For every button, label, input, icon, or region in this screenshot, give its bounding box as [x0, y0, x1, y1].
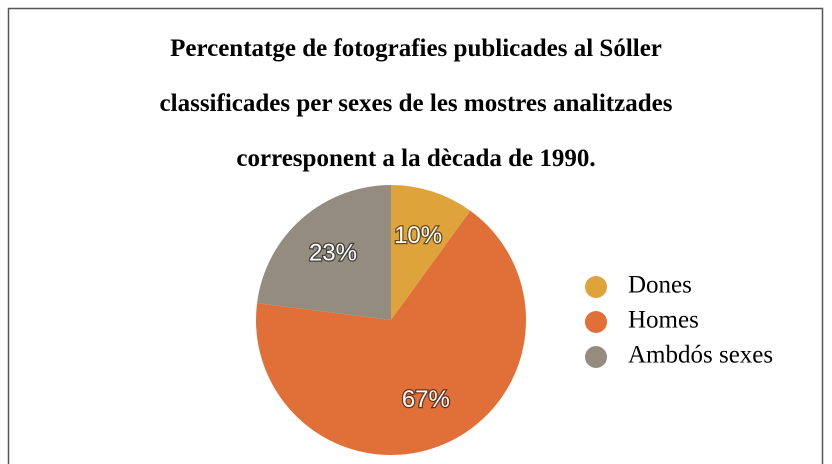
pie-slice: [256, 210, 526, 455]
chart-title: Percentatge de fotografies publicades al…: [170, 35, 662, 62]
legend-marker: [585, 276, 607, 298]
value-label: 23%: [309, 240, 357, 267]
frame: [7, 7, 824, 464]
legend-marker: [585, 346, 607, 368]
value-label: 10%: [394, 222, 442, 249]
legend-label: Dones: [628, 272, 692, 299]
pie-slice: [257, 185, 391, 320]
value-label: 67%: [402, 386, 450, 413]
chart-title: corresponent a la dècada de 1990.: [236, 145, 595, 172]
chart-title: classificades per sexes de les mostres a…: [160, 90, 673, 117]
legend-label: Homes: [628, 307, 699, 334]
legend-marker: [585, 311, 607, 333]
legend-label: Ambdós sexes: [628, 342, 773, 369]
pie-slice: [391, 185, 471, 320]
